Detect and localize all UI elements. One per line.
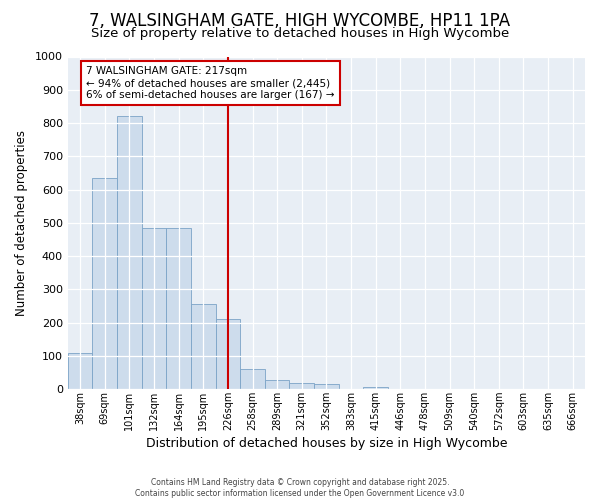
Bar bbox=[240, 368, 265, 389]
Text: 7, WALSINGHAM GATE, HIGH WYCOMBE, HP11 1PA: 7, WALSINGHAM GATE, HIGH WYCOMBE, HP11 1… bbox=[89, 12, 511, 30]
Bar bbox=[289, 382, 314, 389]
Text: Size of property relative to detached houses in High Wycombe: Size of property relative to detached ho… bbox=[91, 28, 509, 40]
Text: Contains HM Land Registry data © Crown copyright and database right 2025.
Contai: Contains HM Land Registry data © Crown c… bbox=[136, 478, 464, 498]
Bar bbox=[191, 304, 215, 389]
Bar bbox=[92, 178, 117, 389]
Bar bbox=[215, 320, 240, 389]
Bar bbox=[314, 384, 339, 389]
Y-axis label: Number of detached properties: Number of detached properties bbox=[15, 130, 28, 316]
Text: 7 WALSINGHAM GATE: 217sqm
← 94% of detached houses are smaller (2,445)
6% of sem: 7 WALSINGHAM GATE: 217sqm ← 94% of detac… bbox=[86, 66, 335, 100]
Bar bbox=[364, 386, 388, 389]
X-axis label: Distribution of detached houses by size in High Wycombe: Distribution of detached houses by size … bbox=[146, 437, 507, 450]
Bar bbox=[117, 116, 142, 389]
Bar bbox=[265, 380, 289, 389]
Bar bbox=[68, 352, 92, 389]
Bar bbox=[166, 228, 191, 389]
Bar bbox=[142, 228, 166, 389]
